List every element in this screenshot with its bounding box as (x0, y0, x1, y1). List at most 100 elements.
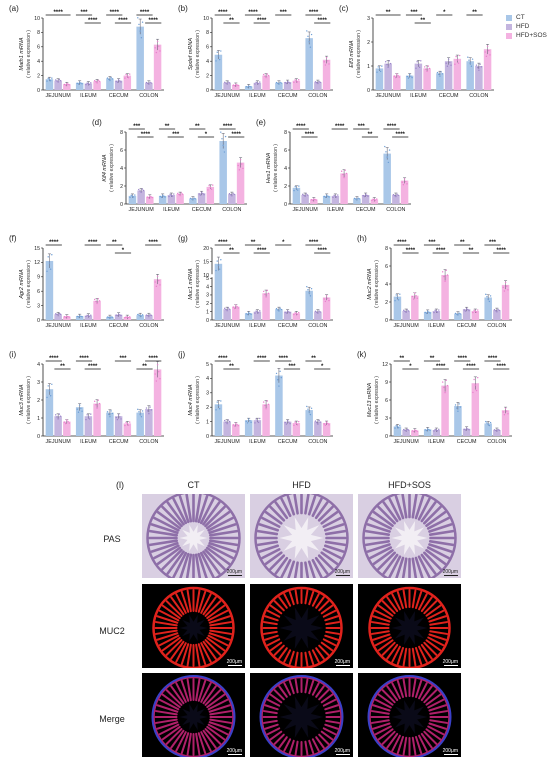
crypt (148, 539, 179, 547)
x-tick-label-ileum: ILEUM (327, 207, 344, 213)
data-point (474, 384, 477, 386)
data-point (308, 411, 310, 413)
crypt (382, 553, 399, 575)
data-point (249, 85, 251, 88)
data-point (488, 424, 491, 427)
data-point (129, 421, 131, 423)
lumen (279, 607, 324, 649)
bar-muc1-hfd-sos-colon (322, 297, 331, 320)
x-tick-label-colon: COLON (139, 323, 158, 329)
crypt (156, 721, 179, 730)
data-point (176, 192, 179, 195)
data-point (159, 195, 161, 198)
data-point (215, 409, 217, 411)
bar-spdef-ct-colon (305, 38, 313, 90)
data-point (98, 402, 101, 405)
data-point (138, 411, 140, 413)
y-tick-label: 6 (284, 148, 287, 154)
row-label-muc2: MUC2 (99, 626, 125, 636)
data-point (446, 384, 449, 387)
data-point (296, 81, 299, 83)
data-point (398, 76, 400, 78)
bar-muc4-ct-ileum (244, 420, 253, 436)
data-point (93, 80, 96, 82)
significance-label: **** (149, 240, 159, 246)
data-point (87, 416, 90, 418)
data-point (55, 313, 57, 315)
data-point (308, 292, 310, 294)
crypt (150, 523, 179, 535)
bar-spdef-hfd-cecum (283, 82, 292, 90)
micrograph-panel: (l) CT HFD HFD+SOS PAS MUC2 Merge 200μm 2… (0, 476, 550, 764)
crypt (206, 725, 226, 741)
data-point (146, 410, 149, 412)
lumen (279, 517, 324, 559)
crypt (372, 704, 391, 712)
data-point (496, 430, 498, 432)
crypt (304, 678, 309, 694)
data-point (224, 419, 226, 422)
data-point (90, 413, 92, 415)
data-point (294, 185, 296, 188)
crypt (288, 650, 295, 666)
data-point (255, 81, 257, 83)
crypt (423, 689, 438, 704)
crypt (427, 725, 445, 736)
crypt (377, 551, 396, 571)
data-point (55, 79, 57, 81)
bar-elf3-hfd-sos-ileum (423, 68, 431, 90)
data-point (237, 307, 239, 309)
y-tick-label: 5 (206, 276, 209, 282)
crypt (293, 561, 299, 578)
data-point (285, 423, 288, 425)
bar-muc2-hfd-ileum (432, 311, 441, 320)
data-point (150, 409, 152, 411)
bar-klf4-hfd-jejunum (137, 190, 145, 204)
chart-svg-math1: Math1 mRNA( relative expression ) 0 2 4 6 8 10… (19, 10, 164, 99)
data-point (86, 82, 88, 84)
data-point (468, 429, 470, 431)
data-point (246, 86, 249, 88)
dapi-border (259, 675, 344, 757)
data-point (140, 415, 143, 418)
crypt (269, 641, 283, 652)
micrograph-image (250, 584, 353, 668)
data-point (327, 195, 329, 197)
bar-muc3-ct-cecum (106, 412, 114, 436)
data-point (310, 288, 313, 290)
legend-item-ct: CT (506, 13, 547, 22)
data-point (317, 82, 319, 85)
data-point (376, 71, 378, 73)
significance-label: ** (472, 10, 477, 16)
crypt (429, 719, 449, 724)
crypt (423, 600, 438, 615)
data-point (324, 300, 327, 303)
crypt (366, 523, 391, 533)
bar-agr2-hfd-ileum (84, 315, 93, 320)
data-point (428, 428, 430, 431)
crypt (262, 621, 278, 626)
significance-label: *** (288, 364, 296, 370)
crypt (304, 740, 309, 756)
y-axis-label: Agr2 mRNA (19, 269, 25, 300)
data-point (318, 310, 320, 312)
x-tick-label-jejunum: JEJUNUM (394, 323, 420, 329)
data-point (295, 187, 298, 190)
data-point (387, 161, 390, 164)
data-point (438, 309, 440, 311)
data-point (309, 413, 312, 416)
bar-muc13-hfd-cecum (462, 428, 471, 436)
data-point (410, 75, 412, 77)
bar-muc2-hfd-jejunum (402, 311, 410, 320)
significance-label: * (443, 10, 446, 16)
data-point (232, 192, 234, 195)
data-point (220, 131, 222, 133)
data-point (397, 194, 399, 197)
crypt (288, 679, 295, 695)
crypt (324, 704, 339, 711)
dapi-border (367, 675, 452, 757)
data-point (396, 296, 399, 299)
crypt (396, 646, 405, 666)
data-point (224, 307, 226, 310)
crypt (264, 615, 279, 622)
